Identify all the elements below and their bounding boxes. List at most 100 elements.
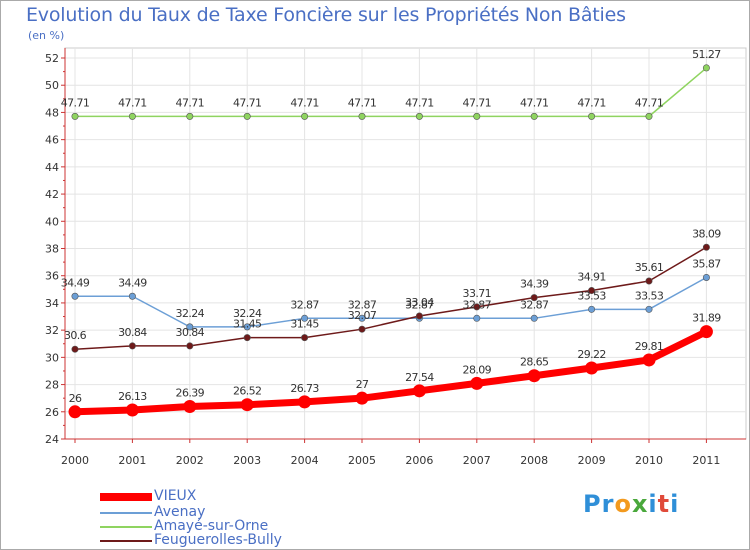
data-point (645, 277, 653, 285)
chart-subtitle: (en %) (28, 29, 65, 42)
legend-label: Amayé-sur-Orne (154, 518, 269, 534)
data-label: 33.04 (405, 296, 434, 309)
data-label: 31.45 (290, 318, 319, 331)
data-point (243, 112, 251, 120)
data-label: 32.87 (405, 298, 434, 311)
x-tick-label: 2003 (233, 454, 261, 467)
data-point (71, 345, 79, 353)
data-point (358, 314, 366, 322)
data-label: 47.71 (463, 96, 492, 109)
series-lines (68, 64, 713, 419)
data-point (530, 314, 538, 322)
data-point (71, 292, 79, 300)
series-line-feuguerolles-bully (74, 246, 708, 350)
data-point (186, 112, 194, 120)
data-label: 32.87 (290, 298, 319, 311)
data-point (298, 395, 312, 409)
y-tick-label: 30 (45, 351, 59, 364)
data-labels: 26 26.13 26.39 26.52 26.73 27 27.54 28.09 28.65 2… (61, 48, 722, 405)
series-line-avenay (74, 276, 708, 328)
y-tick-label: 52 (45, 52, 59, 65)
data-point (470, 376, 484, 390)
legend-label: VIEUX (154, 488, 197, 504)
y-tick-label: 42 (45, 188, 59, 201)
x-tick-label: 2010 (635, 454, 663, 467)
data-label: 47.71 (118, 96, 147, 109)
axes: 24 26 28 30 32 34 36 38 40 42 44 46 48 50 52 2000 2001 20… (45, 48, 746, 467)
data-point (588, 112, 596, 120)
data-label: 47.71 (520, 96, 549, 109)
data-label: 32.87 (520, 298, 549, 311)
data-label: 32.24 (176, 307, 205, 320)
data-label: 35.61 (635, 261, 664, 274)
x-tick-label: 2005 (348, 454, 376, 467)
data-label: 29.81 (635, 340, 664, 353)
legend-swatch (100, 493, 152, 501)
y-tick-label: 44 (45, 161, 59, 174)
y-tick-label: 26 (45, 406, 59, 419)
x-tick-label: 2001 (118, 454, 146, 467)
x-tick-label: 2004 (291, 454, 319, 467)
data-point (240, 398, 254, 412)
data-point (128, 112, 136, 120)
data-label: 31.89 (692, 312, 721, 325)
data-label: 34.49 (118, 276, 147, 289)
data-label: 47.71 (577, 96, 606, 109)
data-point (68, 405, 82, 419)
data-point (186, 342, 194, 350)
data-label: 26.13 (118, 390, 147, 403)
data-label: 47.71 (61, 96, 90, 109)
data-label: 38.09 (692, 227, 721, 240)
data-label: 26.39 (176, 386, 205, 399)
data-label: 28.09 (463, 363, 492, 376)
data-label: 32.87 (348, 298, 377, 311)
data-point (243, 323, 251, 331)
series-line-amay-sur-orne (74, 67, 708, 118)
x-tick-label: 2006 (405, 454, 433, 467)
data-label: 51.27 (692, 48, 721, 61)
logo-letter: i (648, 490, 658, 518)
legend-swatch (100, 540, 152, 542)
data-point (588, 305, 596, 313)
data-point (415, 112, 423, 120)
y-tick-label: 24 (45, 433, 59, 446)
y-tick-label: 48 (45, 106, 59, 119)
chart-title: Evolution du Taux de Taxe Foncière sur l… (26, 4, 626, 26)
y-tick-label: 28 (45, 379, 59, 392)
data-point (530, 112, 538, 120)
y-tick-label: 34 (45, 297, 59, 310)
data-point (358, 325, 366, 333)
data-label: 32.24 (233, 307, 262, 320)
logo-letter: r (601, 490, 615, 518)
x-tick-label: 2007 (463, 454, 491, 467)
data-point (355, 391, 369, 405)
data-point (642, 353, 656, 367)
data-point (530, 294, 538, 302)
data-label: 29.22 (577, 348, 606, 361)
data-label: 47.71 (233, 96, 262, 109)
data-point (128, 292, 136, 300)
logo-letter: o (614, 490, 632, 518)
data-label: 47.71 (176, 96, 205, 109)
y-tick-label: 40 (45, 215, 59, 228)
data-label: 32.07 (348, 309, 377, 322)
data-point (645, 112, 653, 120)
y-tick-label: 38 (45, 243, 59, 256)
data-point (186, 323, 194, 331)
data-point (473, 112, 481, 120)
data-label: 27.54 (405, 371, 434, 384)
data-label: 27 (356, 378, 369, 391)
data-point (412, 384, 426, 398)
data-label: 30.84 (176, 326, 205, 339)
data-label: 33.53 (577, 289, 606, 302)
data-label: 34.39 (520, 278, 549, 291)
legend-label: Feuguerolles-Bully (154, 532, 282, 548)
data-point (588, 287, 596, 295)
data-point (699, 325, 713, 339)
x-tick-label: 2011 (692, 454, 720, 467)
legend-swatch (100, 512, 152, 514)
data-label: 35.87 (692, 257, 721, 270)
x-tick-label: 2008 (520, 454, 548, 467)
data-label: 26.73 (290, 382, 319, 395)
